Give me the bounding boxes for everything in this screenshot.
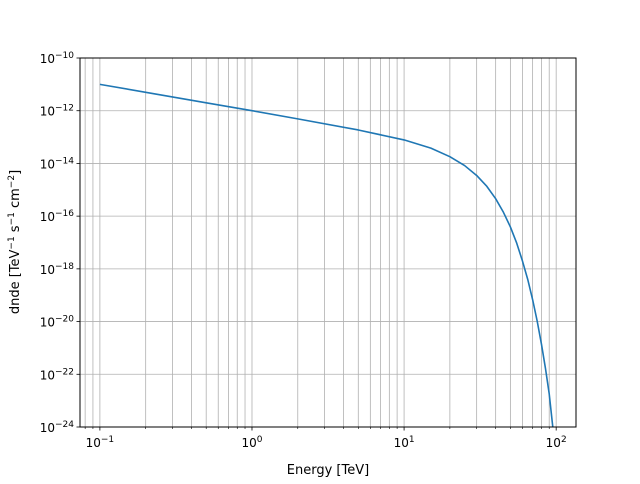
y-tick-label: 10−20 [40,315,75,330]
x-tick-label: 100 [241,435,262,450]
y-axis-label: dnde [TeV−1 s−1 cm−2] [7,170,23,314]
x-tick-label: 10−1 [86,435,115,450]
y-tick-label: 10−18 [40,262,75,277]
y-tick-label: 10−24 [40,420,75,435]
x-tick-label: 102 [546,435,567,450]
series-line [99,83,554,427]
y-tick-label: 10−22 [40,367,74,382]
x-axis-label: Energy [TeV] [287,463,369,478]
y-tick-label: 10−16 [40,209,75,224]
y-tick-label: 10−12 [40,104,74,119]
ticks: 10−1 100 101 102 10−10 10−12 10−14 10−16 10−18 10… [40,51,567,450]
y-tick-label: 10−14 [40,156,75,171]
x-tick-label: 101 [394,435,415,450]
grid [80,57,576,428]
series-layer [99,83,554,427]
plot-frame [79,57,577,428]
y-tick-label: 10−10 [40,51,75,66]
